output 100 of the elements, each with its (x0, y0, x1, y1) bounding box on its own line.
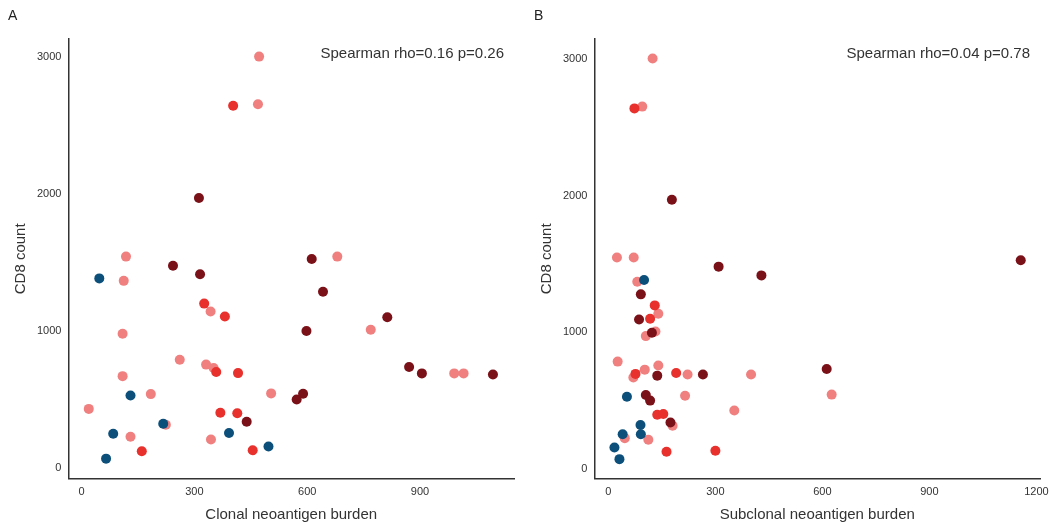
point (117, 328, 128, 339)
point (645, 395, 656, 406)
point (318, 286, 329, 297)
point (653, 360, 664, 371)
point (634, 314, 645, 325)
point (247, 445, 258, 456)
chart-title: A (8, 7, 18, 24)
point (646, 327, 657, 338)
y-tick-label: 0 (55, 460, 62, 473)
point (306, 254, 317, 265)
point (653, 308, 664, 319)
point (746, 369, 757, 380)
x-tick-label: 300 (706, 485, 725, 498)
point (125, 390, 136, 401)
point (301, 326, 312, 337)
point (652, 370, 663, 381)
point (682, 369, 693, 380)
annotation: Spearman rho=0.04 p=0.78 (846, 44, 1030, 62)
point (680, 390, 691, 401)
y-tick-label: 2000 (36, 186, 62, 199)
point (671, 367, 682, 378)
point (697, 369, 708, 380)
y-tick-label: 2000 (562, 188, 588, 201)
point (629, 103, 640, 114)
point (821, 363, 832, 374)
point (205, 306, 216, 317)
point (645, 313, 656, 324)
point (219, 311, 230, 322)
point (224, 428, 235, 439)
point (449, 368, 460, 379)
point (609, 442, 620, 453)
x-tick-label: 600 (813, 485, 832, 498)
point (332, 251, 343, 262)
point (643, 434, 654, 445)
point (382, 312, 393, 323)
x-tick-label: 0 (78, 485, 85, 498)
point (710, 445, 721, 456)
point (666, 194, 677, 205)
x-tick-label: 900 (920, 485, 939, 498)
point (199, 298, 210, 309)
point (252, 99, 263, 110)
point (228, 100, 239, 111)
y-tick-label: 0 (581, 461, 588, 474)
point (174, 354, 185, 365)
point (635, 289, 646, 300)
point (729, 405, 740, 416)
point (635, 429, 646, 440)
annotation: Spearman rho=0.16 p=0.26 (320, 44, 504, 62)
point (136, 446, 147, 457)
point (621, 391, 632, 402)
point (211, 367, 222, 378)
point (756, 270, 767, 281)
point (108, 428, 119, 439)
point (117, 371, 128, 382)
y-axis-title: CD8 count (537, 222, 555, 295)
point (647, 53, 658, 64)
point (416, 368, 427, 379)
point (365, 324, 376, 335)
x-tick-label: 600 (298, 485, 317, 498)
point (661, 446, 672, 457)
point (404, 361, 415, 372)
point (639, 275, 650, 286)
x-axis-title: Clonal neoantigen burden (205, 505, 378, 523)
point (291, 394, 302, 405)
point (614, 454, 625, 465)
point (195, 269, 206, 280)
point (201, 359, 212, 370)
point (612, 356, 623, 367)
y-tick-label: 1000 (562, 325, 588, 338)
x-tick-label: 1200 (1024, 485, 1049, 498)
x-tick-label: 900 (410, 485, 430, 498)
point (167, 260, 178, 271)
chart-title: B (534, 7, 544, 24)
point (266, 388, 277, 399)
point (254, 51, 265, 62)
y-tick-label: 1000 (36, 323, 62, 336)
point (118, 275, 129, 286)
point (232, 408, 243, 419)
point (611, 252, 622, 263)
point (658, 408, 669, 419)
point (121, 251, 131, 262)
y-axis-title: CD8 count (11, 222, 29, 295)
point (639, 364, 650, 375)
point (94, 273, 105, 284)
point (241, 416, 252, 427)
x-tick-label: 0 (605, 485, 612, 498)
y-tick-label: 3000 (562, 52, 588, 65)
point (125, 431, 136, 442)
point (630, 368, 641, 379)
x-axis-title: Subclonal neoantigen burden (719, 505, 915, 523)
x-tick-label: 300 (185, 485, 204, 498)
point (1015, 255, 1026, 266)
point (263, 441, 274, 452)
point (193, 193, 204, 204)
point (628, 252, 639, 263)
point (145, 389, 156, 400)
point (487, 369, 498, 380)
point (458, 368, 469, 379)
y-tick-label: 3000 (36, 49, 62, 62)
point (83, 403, 94, 414)
